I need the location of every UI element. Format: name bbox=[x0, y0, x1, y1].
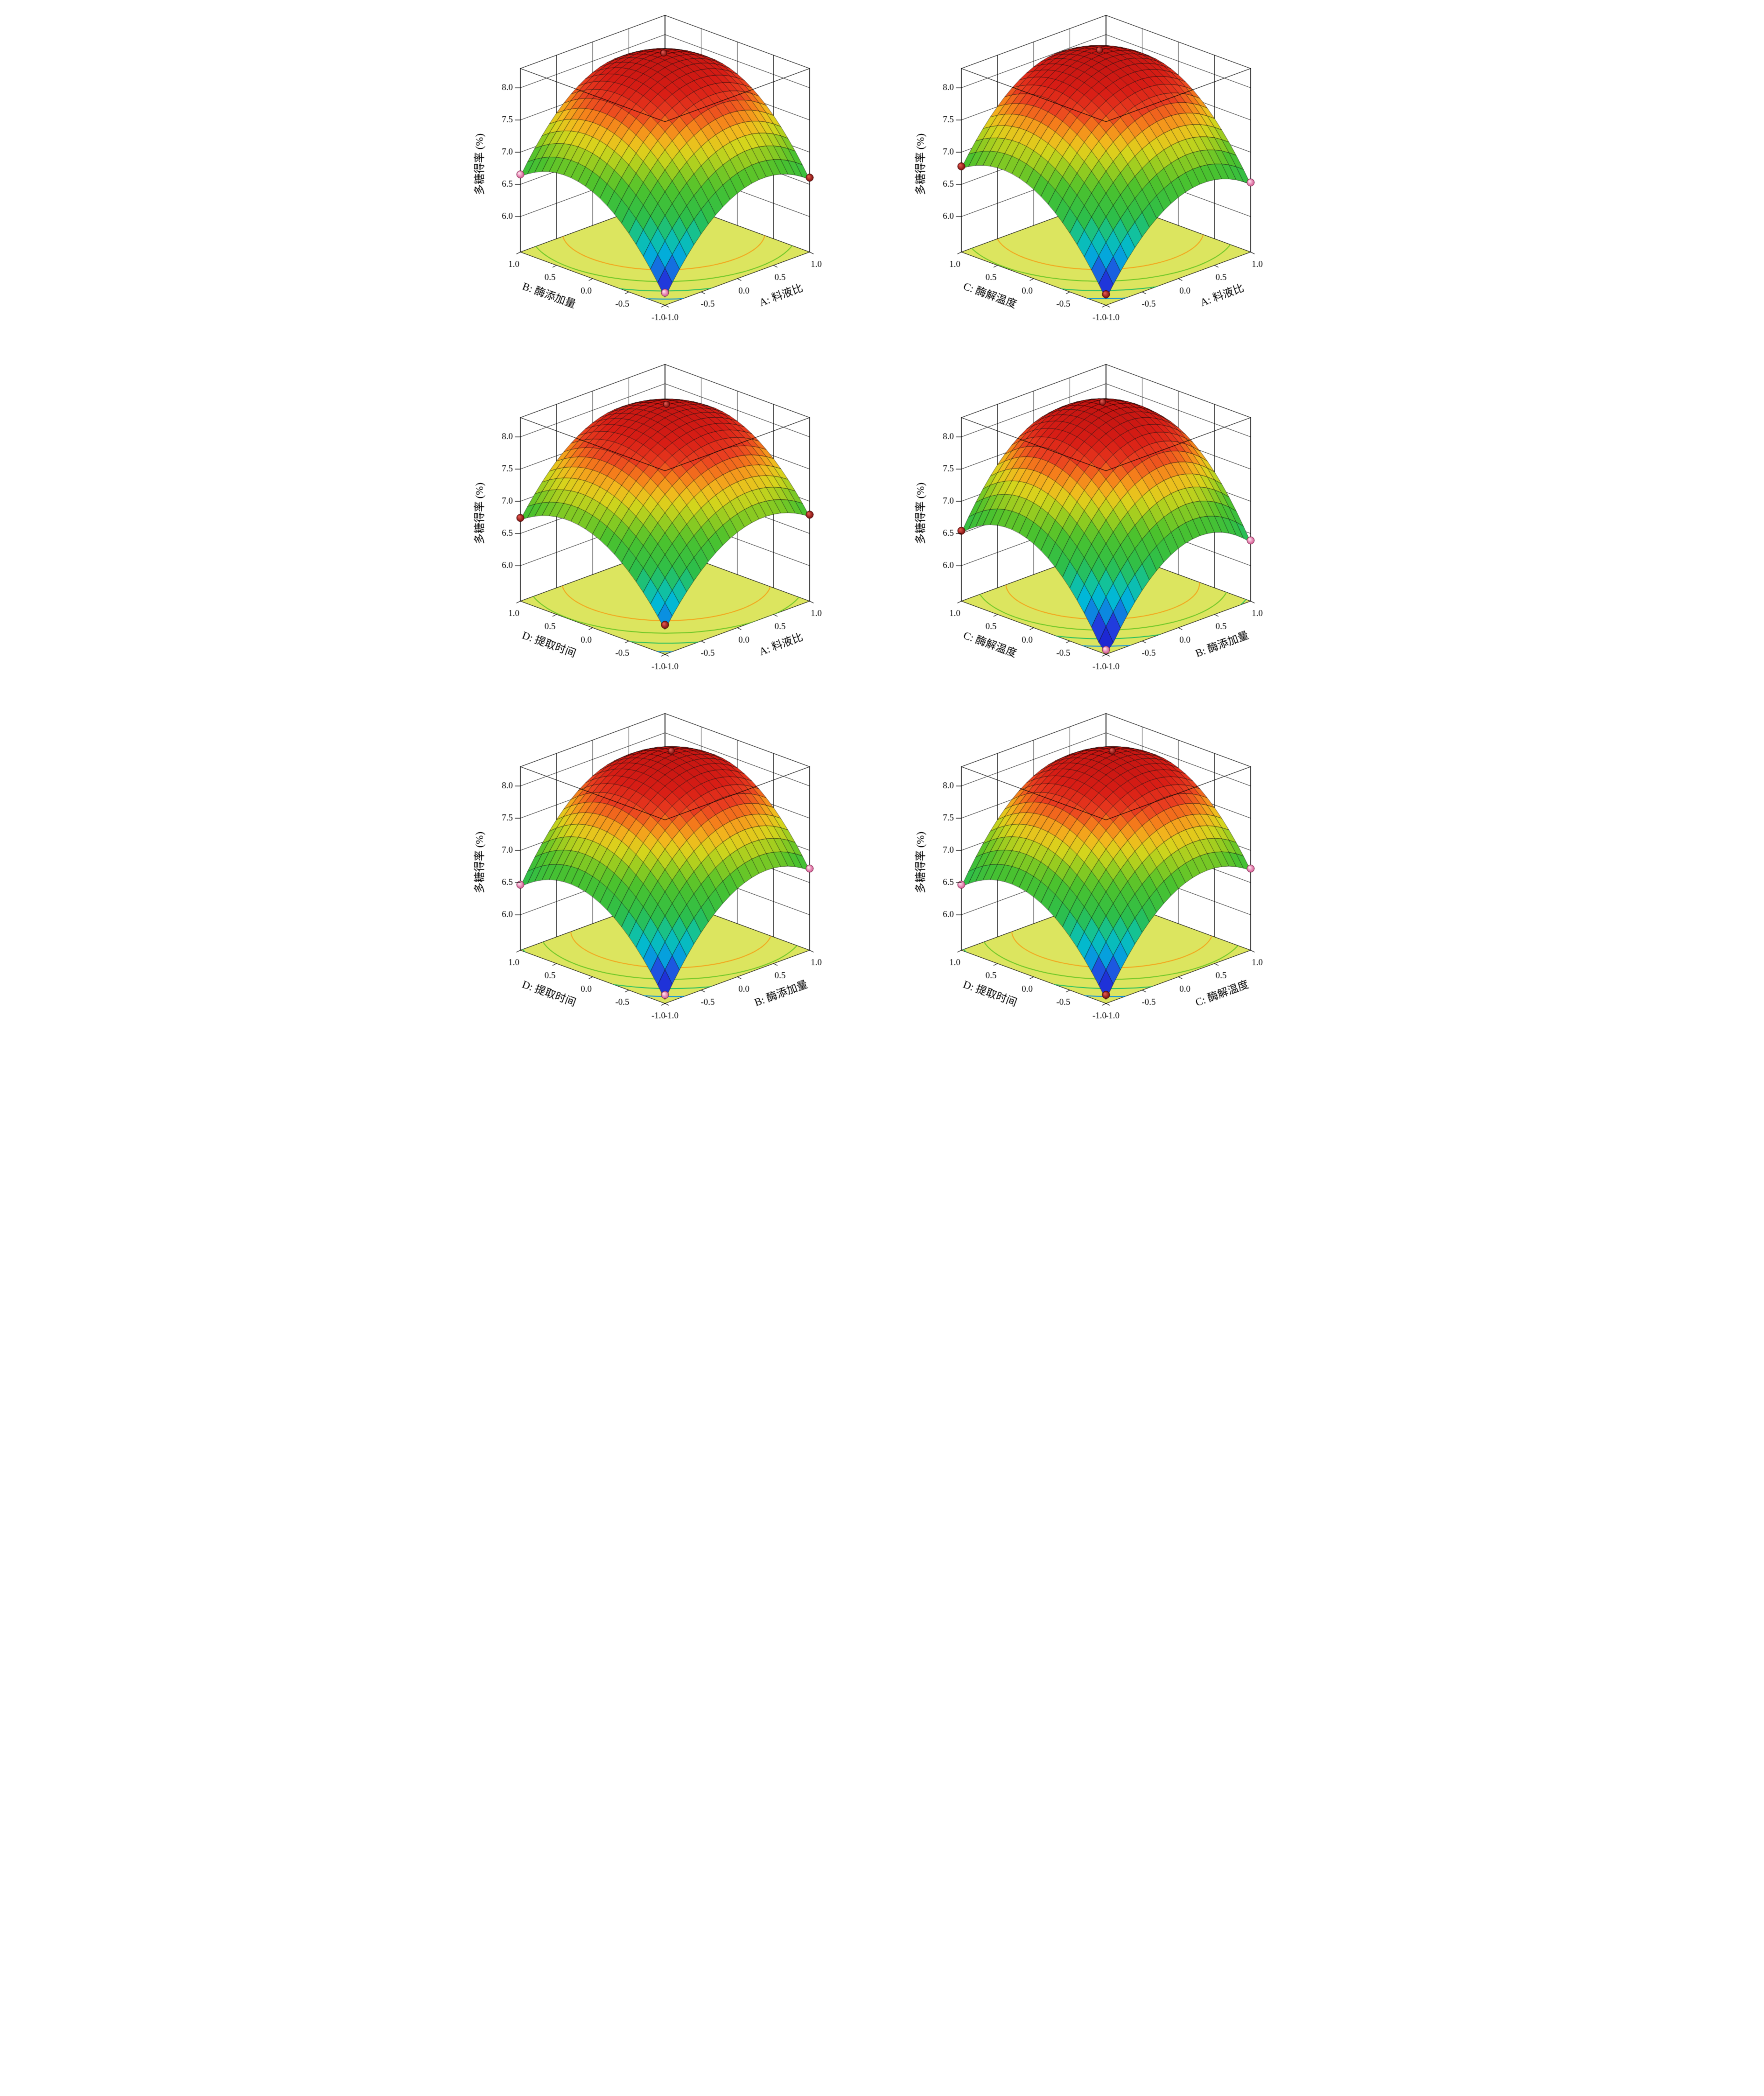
surface-plot-panel-5 bbox=[441, 698, 882, 1047]
surface-plot-canvas-4 bbox=[882, 349, 1323, 698]
surface-plot-panel-3 bbox=[441, 349, 882, 698]
surface-plot-canvas-5 bbox=[441, 698, 882, 1047]
surface-plot-canvas-2 bbox=[882, 0, 1323, 349]
surface-plot-panel-2 bbox=[882, 0, 1323, 349]
surface-plot-canvas-6 bbox=[882, 698, 1323, 1047]
surface-plot-panel-4 bbox=[882, 349, 1323, 698]
surface-plot-canvas-3 bbox=[441, 349, 882, 698]
surface-plot-panel-6 bbox=[882, 698, 1323, 1047]
surface-plot-canvas-1 bbox=[441, 0, 882, 349]
surface-plot-panel-1 bbox=[441, 0, 882, 349]
response-surface-figure bbox=[441, 0, 1323, 1047]
